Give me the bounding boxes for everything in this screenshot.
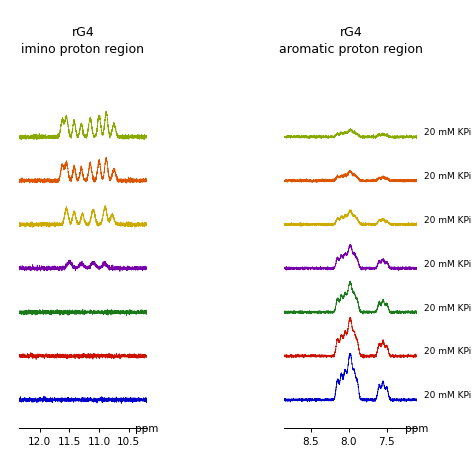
Text: 20 mM KPi + 100 mM KCl: 20 mM KPi + 100 mM KCl bbox=[424, 128, 474, 137]
Text: 20 mM KPi + 0.1 mM KCl: 20 mM KPi + 0.1 mM KCl bbox=[424, 347, 474, 356]
Text: 20 mM KPi + 1 mM KCl: 20 mM KPi + 1 mM KCl bbox=[424, 304, 474, 313]
Text: 20 mM KPi + 50 mM KCl: 20 mM KPi + 50 mM KCl bbox=[424, 172, 474, 181]
Text: 20 mM KPi + 10 mM KCl: 20 mM KPi + 10 mM KCl bbox=[424, 216, 474, 225]
Title: rG4
aromatic proton region: rG4 aromatic proton region bbox=[279, 26, 423, 56]
Text: ppm: ppm bbox=[135, 424, 158, 434]
Text: 20 mM KPi: 20 mM KPi bbox=[424, 392, 471, 400]
Title: rG4
imino proton region: rG4 imino proton region bbox=[21, 26, 144, 56]
Text: 20 mM KPi + 5 mM KCl: 20 mM KPi + 5 mM KCl bbox=[424, 260, 474, 269]
Text: ppm: ppm bbox=[405, 424, 429, 434]
